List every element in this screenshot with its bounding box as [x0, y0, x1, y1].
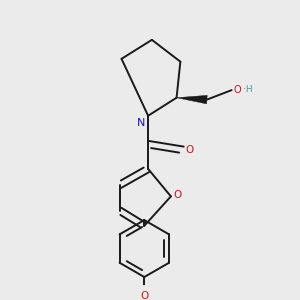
Text: O: O	[140, 291, 148, 300]
Text: ·H: ·H	[243, 85, 253, 94]
Text: O: O	[174, 190, 182, 200]
Text: N: N	[137, 118, 145, 128]
Polygon shape	[177, 95, 207, 104]
Text: O: O	[233, 85, 241, 95]
Text: O: O	[185, 145, 194, 155]
